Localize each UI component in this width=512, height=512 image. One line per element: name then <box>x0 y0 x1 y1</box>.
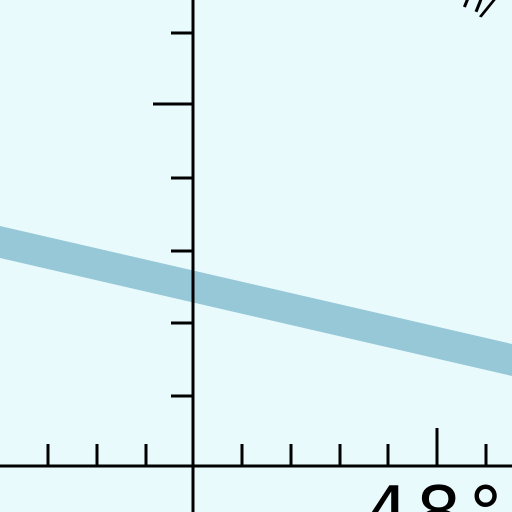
latitude-label: 48° <box>364 471 510 512</box>
